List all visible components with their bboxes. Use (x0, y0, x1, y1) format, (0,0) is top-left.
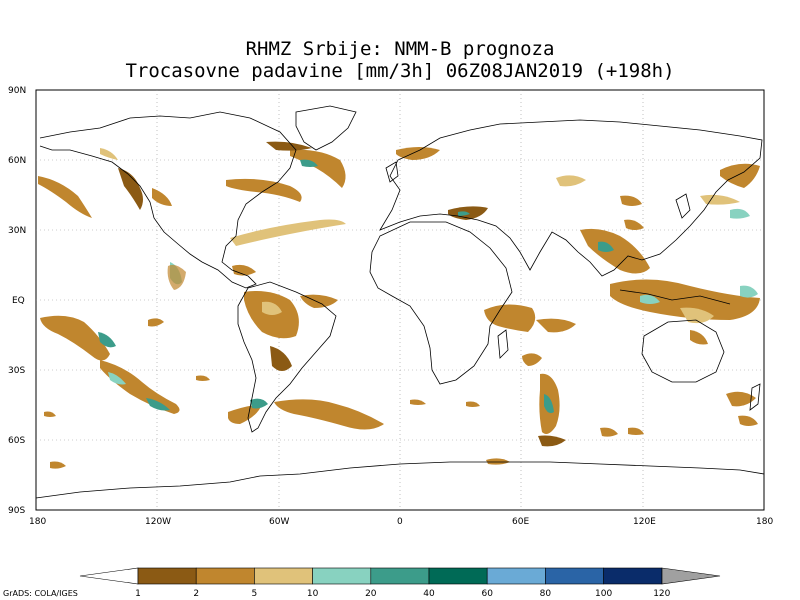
colorbar-tick-label: 100 (595, 589, 612, 599)
north-america-outline (39, 111, 297, 289)
indonesia-outline (619, 289, 731, 305)
colorbar-swatch (486, 567, 546, 585)
colorbar-tick-label: 5 (252, 589, 258, 599)
lon-label: 120E (633, 517, 656, 527)
lat-label: 90S (8, 506, 25, 516)
australia-outline (641, 319, 725, 383)
colorbar-tick-label: 60 (481, 589, 493, 599)
colorbar-tick-label: 80 (540, 589, 552, 599)
britain-outline (385, 161, 399, 183)
colorbar-over-arrow (661, 567, 721, 585)
colorbar-tick-label: 2 (193, 589, 199, 599)
lon-label: 120W (145, 517, 171, 527)
lat-label: 30N (8, 226, 26, 236)
colorbar-swatch (603, 567, 663, 585)
colorbar-tick-label: 1 (135, 589, 141, 599)
lon-label: 180 (29, 517, 46, 527)
colorbar-swatch (370, 567, 430, 585)
colorbar-swatch (137, 567, 197, 585)
madagascar-outline (497, 329, 509, 359)
lat-label: 90N (8, 86, 26, 96)
antarctica-outline (35, 461, 765, 499)
colorbar-tick-label: 120 (653, 589, 670, 599)
colorbar-tick-label: 20 (365, 589, 377, 599)
lon-label: 60W (269, 517, 289, 527)
lon-label: 60E (512, 517, 529, 527)
map-subtitle: Trocasovne padavine [mm/3h] 06Z08JAN2019… (125, 60, 675, 82)
map-title: RHMZ Srbije: NMM-B prognoza (245, 38, 555, 60)
colorbar: 1 2 5 10 20 40 60 80 100 120 (79, 567, 721, 599)
japan-outline (675, 193, 691, 219)
colorbar-swatch (428, 567, 488, 585)
south-america-outline (237, 281, 337, 433)
colorbar-under-arrow (79, 567, 139, 585)
greenland-outline (295, 105, 357, 151)
africa-outline (369, 221, 513, 385)
lat-label: 60N (8, 156, 26, 166)
lat-label: 30S (8, 366, 25, 376)
latitude-labels: 90N 60N 30N EQ 30S 60S 90S (8, 86, 26, 516)
colorbar-swatch (312, 567, 372, 585)
lat-label: 60S (8, 436, 25, 446)
lon-label: 180 (756, 517, 773, 527)
colorbar-swatch (195, 567, 255, 585)
lat-label: EQ (12, 296, 25, 306)
colorbar-tick-label: 40 (423, 589, 435, 599)
colorbar-swatch (254, 567, 313, 585)
lon-label: 0 (397, 517, 403, 527)
credit-text: GrADS: COLA/IGES (3, 589, 78, 598)
colorbar-tick-label: 10 (307, 589, 319, 599)
longitude-labels: 180 120W 60W 0 60E 120E 180 (29, 517, 773, 527)
eurasia-outline (379, 119, 763, 277)
colorbar-swatch (545, 567, 604, 585)
new-zealand-outline (749, 383, 761, 411)
coastlines (35, 105, 765, 499)
